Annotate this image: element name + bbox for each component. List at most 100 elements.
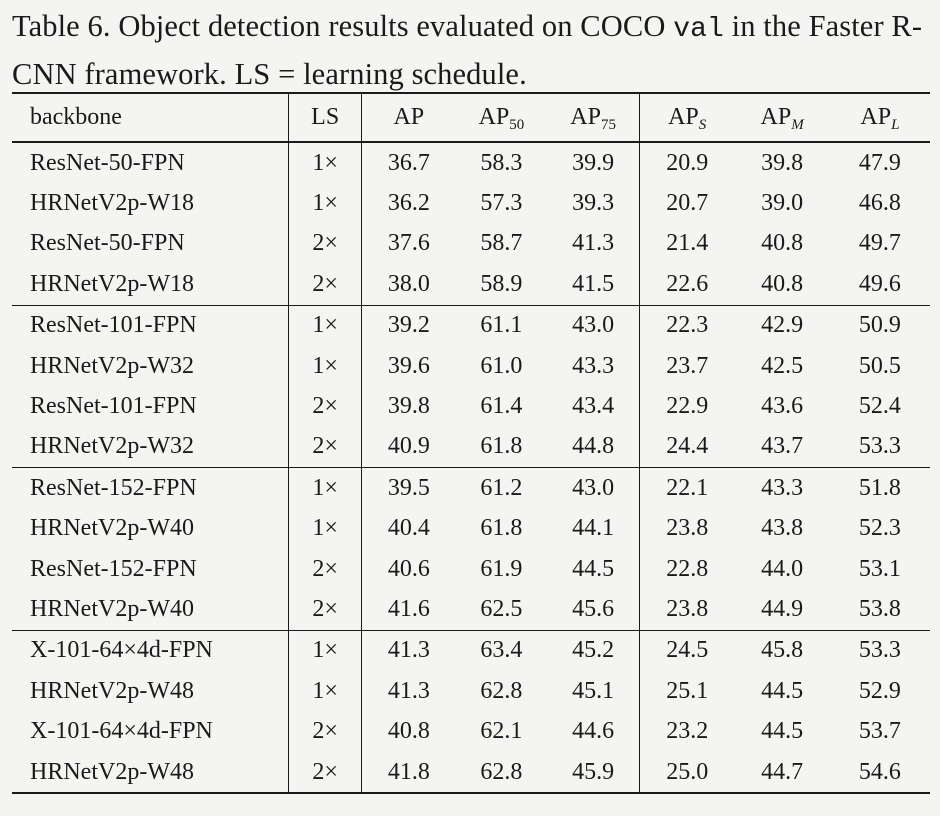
cell-apl: 47.9 (858, 149, 901, 176)
cell-aps: 25.0 (666, 758, 709, 785)
cell-ap50: 61.0 (480, 352, 523, 379)
cell-apm: 43.7 (761, 433, 804, 460)
header-ap75-sub: 75 (600, 117, 616, 133)
table-row: HRNetV2p-W18 2× 38.0 58.9 41.5 22.6 40.8 49.6 (12, 264, 930, 306)
cell-apm: 44.5 (761, 718, 804, 745)
cell-backbone: HRNetV2p-W32 (12, 345, 290, 387)
table-row: HRNetV2p-W32 1× 39.6 61.0 43.3 23.7 42.5 50.5 (12, 345, 930, 387)
cell-apm: 39.0 (761, 190, 804, 217)
cell-apl: 49.6 (858, 270, 901, 297)
table-row: X-101-64×4d-FPN 2× 40.8 62.1 44.6 23.2 44.5 53.… (12, 711, 930, 752)
cell-ap75: 41.3 (547, 223, 640, 265)
cell-ap75: 44.8 (547, 426, 640, 468)
cell-ap: 36.2 (387, 190, 430, 217)
cell-ap: 39.8 (387, 393, 430, 420)
cell-apm: 39.8 (761, 149, 804, 176)
header-apm-base: AP (760, 104, 792, 130)
cell-backbone: HRNetV2p-W18 (12, 183, 290, 224)
cell-ls: 2× (288, 548, 363, 590)
cell-aps: 23.8 (666, 515, 709, 542)
cell-backbone: ResNet-152-FPN (12, 548, 290, 590)
cell-ap50: 62.1 (480, 718, 523, 745)
cell-ap50: 62.8 (480, 758, 523, 785)
cell-aps: 25.1 (666, 677, 709, 704)
cell-backbone: HRNetV2p-W40 (12, 508, 290, 549)
table-header: backbone LS AP AP50 AP75 APS APM APL (12, 93, 930, 142)
cell-aps: 23.8 (666, 595, 709, 622)
header-row: backbone LS AP AP50 AP75 APS APM APL (12, 93, 930, 142)
cell-ls: 1× (288, 630, 363, 672)
header-aps: APS (639, 93, 734, 142)
cell-ls: 2× (288, 589, 363, 631)
cell-backbone: ResNet-152-FPN (12, 467, 290, 509)
cell-apm: 43.8 (761, 515, 804, 542)
cell-ap75: 45.6 (547, 589, 640, 631)
table-row: ResNet-101-FPN 1× 39.2 61.1 43.0 22.3 42.9 50.9 (12, 305, 930, 346)
table-row: ResNet-152-FPN 2× 40.6 61.9 44.5 22.8 44.0 53.1 (12, 548, 930, 590)
cell-ls: 2× (288, 426, 363, 468)
cell-apm: 43.3 (761, 474, 804, 501)
cell-ap50: 61.2 (480, 474, 523, 501)
table-row: HRNetV2p-W18 1× 36.2 57.3 39.3 20.7 39.0 46.8 (12, 183, 930, 224)
cell-apm: 40.8 (761, 230, 804, 257)
header-apl-base: AP (860, 104, 892, 130)
table-group-2: ResNet-101-FPN 1× 39.2 61.1 43.0 22.3 42.9 50.9… (12, 305, 930, 468)
cell-backbone: X-101-64×4d-FPN (12, 630, 290, 672)
cell-ap75: 43.0 (547, 467, 640, 509)
cell-ls: 2× (288, 264, 363, 306)
cell-ap: 41.3 (387, 677, 430, 704)
results-table: backbone LS AP AP50 AP75 APS APM APL Res… (12, 92, 930, 794)
cell-aps: 24.5 (666, 637, 709, 664)
caption-code-val: val (673, 14, 724, 45)
cell-ap75: 44.6 (547, 711, 640, 752)
cell-ls: 2× (288, 223, 363, 265)
cell-apl: 52.4 (858, 393, 901, 420)
cell-ap50: 58.9 (480, 270, 523, 297)
cell-ls: 2× (288, 711, 363, 752)
cell-apm: 42.5 (761, 352, 804, 379)
cell-ap50: 58.7 (480, 230, 523, 257)
cell-ap: 40.8 (387, 718, 430, 745)
table-group-4: X-101-64×4d-FPN 1× 41.3 63.4 45.2 24.5 45.8 53.… (12, 630, 930, 794)
cell-ap75: 43.0 (547, 305, 640, 346)
cell-ap: 40.9 (387, 433, 430, 460)
cell-aps: 24.4 (666, 433, 709, 460)
cell-ap: 39.6 (387, 352, 430, 379)
cell-ap50: 57.3 (480, 190, 523, 217)
cell-ap50: 62.5 (480, 595, 523, 622)
header-ap75-base: AP (570, 104, 601, 130)
cell-aps: 22.8 (666, 555, 709, 582)
table-row: HRNetV2p-W40 1× 40.4 61.8 44.1 23.8 43.8 52.3 (12, 508, 930, 549)
cell-aps: 22.3 (666, 312, 709, 339)
cell-ap: 40.4 (387, 515, 430, 542)
cell-ls: 1× (288, 142, 363, 184)
header-backbone: backbone (12, 93, 290, 142)
cell-backbone: X-101-64×4d-FPN (12, 711, 290, 752)
header-apl-sub: L (891, 117, 900, 133)
cell-ap: 39.2 (387, 312, 430, 339)
cell-ap75: 44.1 (547, 508, 640, 549)
cell-apl: 49.7 (858, 230, 901, 257)
cell-apl: 53.7 (858, 718, 901, 745)
cell-aps: 22.9 (666, 393, 709, 420)
header-apl: APL (830, 93, 930, 142)
cell-ap50: 61.1 (480, 312, 523, 339)
header-ap50-sub: 50 (509, 117, 525, 133)
table-row: HRNetV2p-W48 2× 41.8 62.8 45.9 25.0 44.7 54.6 (12, 751, 930, 794)
table-row: HRNetV2p-W40 2× 41.6 62.5 45.6 23.8 44.9 53.8 (12, 589, 930, 631)
cell-ap50: 61.9 (480, 555, 523, 582)
cell-backbone: HRNetV2p-W40 (12, 589, 290, 631)
header-aps-sub: S (698, 117, 707, 133)
cell-ap: 38.0 (387, 270, 430, 297)
cell-apm: 44.9 (761, 595, 804, 622)
cell-aps: 22.1 (666, 474, 709, 501)
cell-ap50: 61.8 (480, 433, 523, 460)
cell-ls: 2× (288, 386, 363, 427)
table-caption: Table 6. Object detection results evalua… (12, 4, 932, 96)
cell-apl: 46.8 (858, 190, 901, 217)
cell-aps: 21.4 (666, 230, 709, 257)
cell-ap75: 43.4 (547, 386, 640, 427)
header-ls: LS (288, 93, 363, 142)
cell-backbone: ResNet-50-FPN (12, 223, 290, 265)
cell-apl: 53.3 (858, 637, 901, 664)
